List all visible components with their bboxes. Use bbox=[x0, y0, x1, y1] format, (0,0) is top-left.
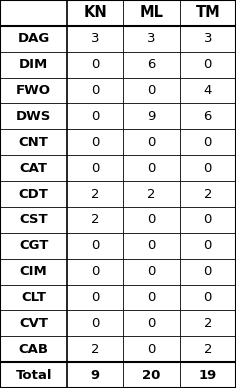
Text: DIM: DIM bbox=[19, 58, 48, 71]
Text: 0: 0 bbox=[147, 317, 156, 330]
Text: 3: 3 bbox=[147, 32, 156, 45]
Text: 0: 0 bbox=[147, 265, 156, 278]
Text: 0: 0 bbox=[147, 213, 156, 226]
Text: 0: 0 bbox=[91, 291, 100, 304]
Text: 20: 20 bbox=[142, 369, 161, 381]
Text: Total: Total bbox=[15, 369, 52, 381]
Text: 2: 2 bbox=[203, 187, 212, 201]
Text: CAB: CAB bbox=[19, 343, 49, 356]
Text: 0: 0 bbox=[91, 110, 100, 123]
Text: CVT: CVT bbox=[19, 317, 48, 330]
Text: KN: KN bbox=[84, 5, 107, 21]
Text: 0: 0 bbox=[204, 136, 212, 149]
Text: 2: 2 bbox=[147, 187, 156, 201]
Text: 0: 0 bbox=[204, 291, 212, 304]
Text: 0: 0 bbox=[147, 136, 156, 149]
Text: 0: 0 bbox=[91, 58, 100, 71]
Text: 0: 0 bbox=[204, 213, 212, 226]
Text: CGT: CGT bbox=[19, 239, 48, 252]
Text: CLT: CLT bbox=[21, 291, 46, 304]
Text: 0: 0 bbox=[91, 136, 100, 149]
Text: CNT: CNT bbox=[19, 136, 49, 149]
Text: 0: 0 bbox=[147, 162, 156, 175]
Text: 0: 0 bbox=[91, 265, 100, 278]
Text: 2: 2 bbox=[91, 343, 100, 356]
Text: 0: 0 bbox=[204, 58, 212, 71]
Text: 9: 9 bbox=[91, 369, 100, 381]
Text: 6: 6 bbox=[147, 58, 156, 71]
Text: DWS: DWS bbox=[16, 110, 51, 123]
Text: TM: TM bbox=[195, 5, 220, 21]
Text: CIM: CIM bbox=[20, 265, 47, 278]
Text: 0: 0 bbox=[204, 162, 212, 175]
Text: 4: 4 bbox=[204, 84, 212, 97]
Text: 0: 0 bbox=[91, 84, 100, 97]
Text: 2: 2 bbox=[203, 317, 212, 330]
Text: 3: 3 bbox=[203, 32, 212, 45]
Text: 0: 0 bbox=[147, 343, 156, 356]
Text: 0: 0 bbox=[91, 239, 100, 252]
Text: CST: CST bbox=[19, 213, 48, 226]
Text: 0: 0 bbox=[204, 265, 212, 278]
Text: 0: 0 bbox=[147, 291, 156, 304]
Text: 2: 2 bbox=[203, 343, 212, 356]
Text: 2: 2 bbox=[91, 187, 100, 201]
Text: 0: 0 bbox=[91, 317, 100, 330]
Text: 3: 3 bbox=[91, 32, 100, 45]
Text: 2: 2 bbox=[91, 213, 100, 226]
Text: 9: 9 bbox=[147, 110, 156, 123]
Text: 0: 0 bbox=[91, 162, 100, 175]
Text: CDT: CDT bbox=[19, 187, 49, 201]
Text: 19: 19 bbox=[199, 369, 217, 381]
Text: ML: ML bbox=[139, 5, 164, 21]
Text: FWO: FWO bbox=[16, 84, 51, 97]
Text: 0: 0 bbox=[147, 239, 156, 252]
Text: 0: 0 bbox=[204, 239, 212, 252]
Text: DAG: DAG bbox=[17, 32, 50, 45]
Text: 6: 6 bbox=[204, 110, 212, 123]
Text: 0: 0 bbox=[147, 84, 156, 97]
Text: CAT: CAT bbox=[20, 162, 48, 175]
